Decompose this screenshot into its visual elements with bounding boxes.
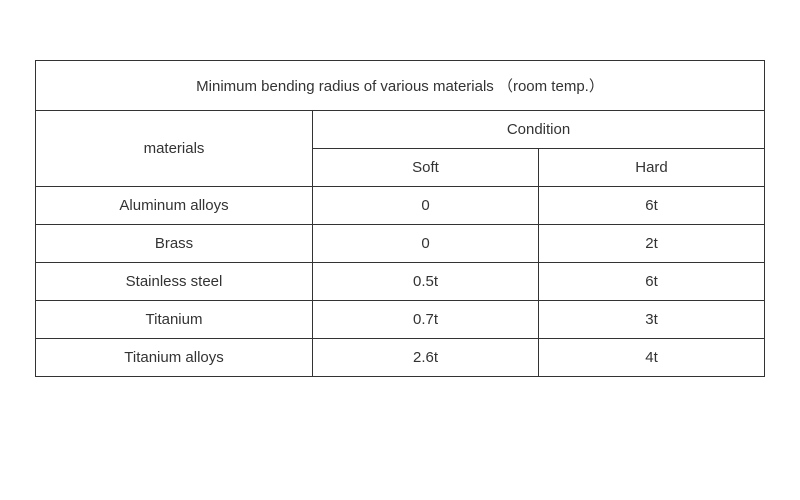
cell-hard: 6t [539, 263, 765, 301]
cell-material: Titanium alloys [36, 339, 313, 377]
table-row: Stainless steel 0.5t 6t [36, 263, 765, 301]
subheader-hard: Hard [539, 149, 765, 187]
cell-hard: 4t [539, 339, 765, 377]
cell-soft: 0.7t [313, 301, 539, 339]
cell-material: Stainless steel [36, 263, 313, 301]
cell-hard: 3t [539, 301, 765, 339]
cell-material: Aluminum alloys [36, 187, 313, 225]
cell-hard: 6t [539, 187, 765, 225]
table-title-row: Minimum bending radius of various materi… [36, 61, 765, 111]
cell-material: Brass [36, 225, 313, 263]
header-materials: materials [36, 111, 313, 187]
bending-radius-table: Minimum bending radius of various materi… [35, 60, 765, 377]
cell-soft: 0.5t [313, 263, 539, 301]
cell-hard: 2t [539, 225, 765, 263]
table-row: Aluminum alloys 0 6t [36, 187, 765, 225]
subheader-soft: Soft [313, 149, 539, 187]
table-header-row-1: materials Condition [36, 111, 765, 149]
bending-radius-table-container: Minimum bending radius of various materi… [35, 60, 765, 377]
table-row: Titanium alloys 2.6t 4t [36, 339, 765, 377]
cell-material: Titanium [36, 301, 313, 339]
table-title: Minimum bending radius of various materi… [36, 61, 765, 111]
header-condition: Condition [313, 111, 765, 149]
table-row: Titanium 0.7t 3t [36, 301, 765, 339]
cell-soft: 0 [313, 225, 539, 263]
cell-soft: 0 [313, 187, 539, 225]
table-row: Brass 0 2t [36, 225, 765, 263]
cell-soft: 2.6t [313, 339, 539, 377]
